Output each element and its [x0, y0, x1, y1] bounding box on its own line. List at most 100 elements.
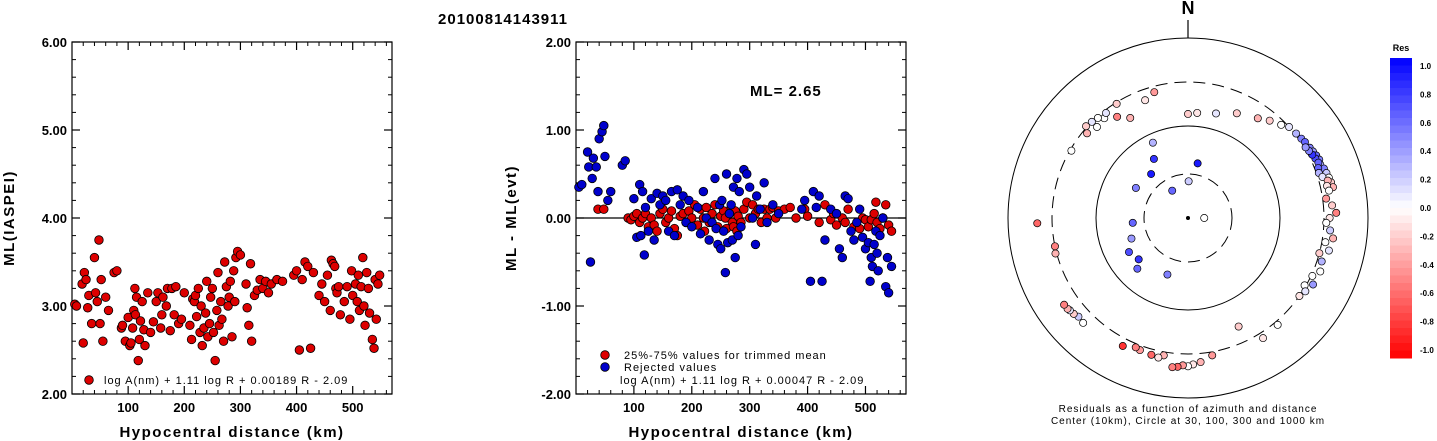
station-residual-point	[1163, 270, 1172, 279]
station-residual-point	[1308, 272, 1317, 280]
legend-label-trimmed-mean: 25%-75% values for trimmed mean	[624, 350, 827, 362]
data-point	[213, 267, 223, 278]
data-point	[165, 325, 175, 336]
station-residual-point	[1126, 113, 1135, 122]
colorbar-label: -1.0	[1420, 346, 1434, 355]
data-point	[646, 193, 656, 204]
colorbar-segment	[1390, 260, 1412, 269]
data-point	[636, 230, 646, 241]
colorbar-segment	[1390, 223, 1412, 231]
data-point	[185, 320, 195, 331]
station-residual-point	[1301, 287, 1310, 296]
station-residual-point	[1184, 110, 1192, 118]
station-residual-point	[1184, 177, 1193, 186]
data-point	[865, 276, 875, 287]
data-point	[342, 281, 352, 292]
data-point	[335, 310, 346, 320]
data-point	[582, 147, 593, 157]
legend-label-rejected: Rejected values	[624, 362, 717, 374]
station-residual-point	[1093, 123, 1101, 131]
station-residual-point	[1253, 114, 1262, 123]
colorbar-segment	[1390, 103, 1412, 111]
station-residual-point	[1147, 350, 1156, 359]
data-point	[157, 310, 167, 320]
data-point	[785, 202, 795, 213]
data-point	[246, 336, 257, 346]
station-residual-point	[1083, 129, 1092, 138]
data-point	[319, 296, 330, 307]
data-point	[692, 202, 703, 213]
distance-ring	[1095, 125, 1281, 311]
data-point	[687, 222, 697, 232]
data-point	[718, 226, 729, 236]
x-tick-label: 200	[681, 400, 703, 415]
data-point	[352, 296, 362, 307]
colorbar-segment	[1390, 155, 1412, 164]
x-tick-label: 500	[342, 400, 364, 415]
data-point	[805, 276, 816, 287]
data-point	[202, 276, 212, 287]
y-tick-label: 1.00	[546, 123, 571, 138]
data-point	[367, 334, 378, 345]
station-residual-point	[1051, 242, 1059, 251]
data-point	[587, 173, 597, 184]
data-point	[322, 270, 333, 280]
data-point	[878, 213, 888, 223]
y-tick-label: -1.00	[541, 299, 571, 314]
station-residual-point	[1232, 109, 1241, 118]
colorbar-segment	[1390, 58, 1412, 66]
data-point	[193, 283, 204, 294]
station-residual-point	[1149, 155, 1158, 163]
data-point	[747, 213, 758, 223]
data-point	[742, 169, 752, 179]
colorbar-segment	[1390, 253, 1412, 261]
colorbar-label: 0.8	[1420, 90, 1432, 99]
data-point	[277, 276, 288, 287]
data-point	[179, 288, 189, 298]
x-tick-label: 500	[855, 400, 877, 415]
data-point	[228, 266, 239, 276]
data-point	[811, 202, 821, 213]
data-point	[773, 208, 784, 219]
station-residual-point	[1168, 363, 1177, 372]
data-point	[820, 235, 830, 245]
data-point	[78, 338, 88, 348]
data-point	[881, 200, 891, 210]
axes-ml-iaspei: 2.00 3.00 4.00 5.00 6.00 100 200 300 400 500	[42, 35, 392, 415]
colorbar-segment	[1390, 313, 1412, 321]
data-point	[353, 270, 364, 280]
colorbar-segment	[1390, 268, 1412, 276]
data-point	[207, 283, 218, 294]
colorbar-segment	[1390, 328, 1412, 336]
data-point	[200, 308, 211, 318]
data-point	[210, 355, 220, 366]
distance-ring	[1143, 173, 1233, 263]
data-point	[883, 288, 894, 298]
panel-azimuth-residuals: N Residuals as a function of azimuth and…	[1007, 0, 1434, 427]
data-point	[225, 276, 236, 287]
data-point	[643, 226, 654, 236]
colorbar-segment	[1390, 215, 1412, 224]
data-point	[846, 226, 856, 236]
data-point	[369, 343, 379, 353]
data-point	[230, 296, 240, 307]
station-residual-point	[1060, 300, 1069, 309]
data-point	[362, 267, 372, 278]
colorbar-segment	[1390, 343, 1412, 351]
station-residual-point	[1208, 351, 1217, 360]
legend-marker-trimmed-mean	[600, 350, 610, 360]
station-residual-point	[1326, 226, 1335, 235]
y-axis-label-ml-residual: ML - ML(evt)	[503, 165, 520, 271]
y-tick-label: 5.00	[42, 123, 67, 138]
data-point	[869, 208, 879, 219]
station-residual-point	[1087, 117, 1096, 126]
data-point	[359, 301, 369, 311]
data-point	[171, 281, 181, 292]
data-point	[89, 252, 100, 263]
data-point	[717, 195, 727, 206]
data-point	[704, 235, 714, 245]
colorbar-segment	[1390, 238, 1412, 246]
colorbar-segment	[1390, 80, 1412, 89]
data-point	[886, 226, 897, 236]
points-ml-iaspei	[70, 235, 385, 366]
